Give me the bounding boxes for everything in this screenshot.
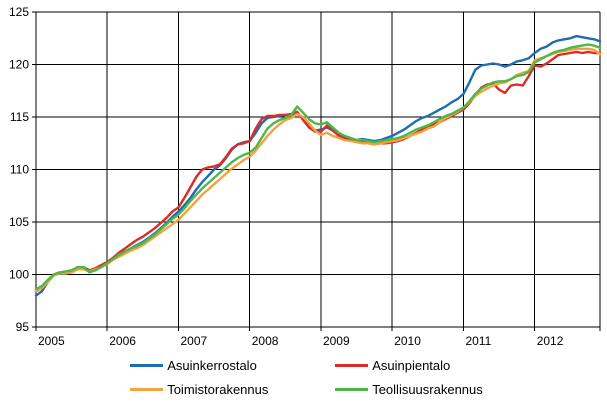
x-tick-label: 2007 xyxy=(180,334,207,348)
legend-item-asuinpientalo: Asuinpientalo xyxy=(335,358,483,373)
chart-plot: 95 100 105 110 115 120 125 2005 2006 2007 2008 2009… xyxy=(9,5,602,348)
chart-legend: Asuinkerrostalo Asuinpientalo Toimistora… xyxy=(130,358,483,397)
y-tick-label: 125 xyxy=(9,5,29,19)
legend-line-toimistorakennus xyxy=(130,388,164,391)
legend-line-asuinpientalo xyxy=(335,364,369,367)
y-tick-label: 100 xyxy=(9,268,29,282)
x-tick-label: 2006 xyxy=(109,334,136,348)
legend-label-teollisuusrakennus: Teollisuusrakennus xyxy=(372,382,483,397)
legend-item-asuinkerrostalo: Asuinkerrostalo xyxy=(130,358,335,373)
y-tick-label: 120 xyxy=(9,58,29,72)
legend-label-toimistorakennus: Toimistorakennus xyxy=(167,382,269,397)
legend-item-toimistorakennus: Toimistorakennus xyxy=(130,382,335,397)
x-tick-label: 2011 xyxy=(465,334,491,348)
legend-item-teollisuusrakennus: Teollisuusrakennus xyxy=(335,382,483,397)
y-tick-label: 105 xyxy=(9,215,29,229)
x-tick-label: 2005 xyxy=(38,334,65,348)
y-tick-label: 115 xyxy=(10,110,29,124)
y-tick-label: 95 xyxy=(16,320,30,334)
legend-label-asuinpientalo: Asuinpientalo xyxy=(372,358,451,373)
legend-label-asuinkerrostalo: Asuinkerrostalo xyxy=(167,358,257,373)
x-tick-label: 2010 xyxy=(394,334,421,348)
x-tick-label: 2012 xyxy=(537,334,564,348)
x-tick-label: 2008 xyxy=(252,334,279,348)
legend-line-teollisuusrakennus xyxy=(335,388,369,391)
legend-line-asuinkerrostalo xyxy=(130,364,164,367)
y-tick-label: 110 xyxy=(10,163,29,177)
series-line-teollisuusrakennus xyxy=(34,43,602,291)
x-tick-label: 2009 xyxy=(323,334,350,348)
